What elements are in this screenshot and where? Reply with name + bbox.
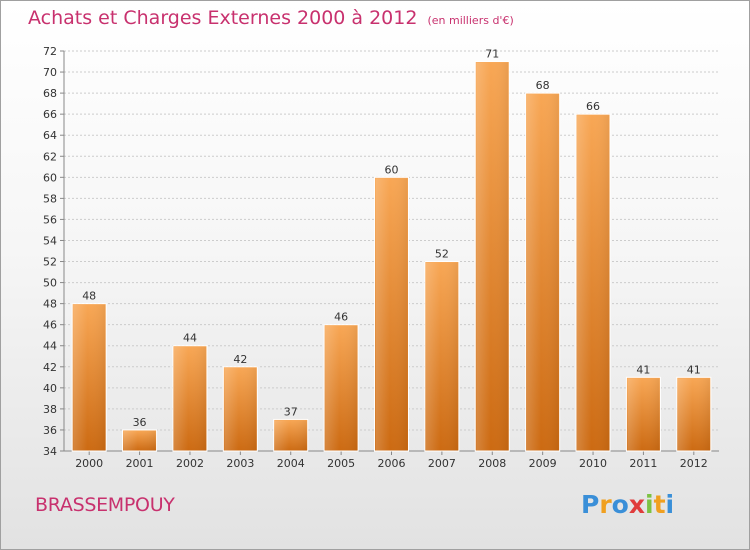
x-tick-label-2002: 2002 xyxy=(176,457,204,470)
bar-shine xyxy=(577,115,610,451)
logo-letter: P xyxy=(581,490,600,519)
y-tick-label: 66 xyxy=(43,108,57,121)
data-label-2006: 60 xyxy=(385,163,399,176)
y-tick-label: 60 xyxy=(43,171,57,184)
chart-unit: (en milliers d'€) xyxy=(427,14,514,27)
bar-shine xyxy=(73,304,106,451)
x-tick-label-2001: 2001 xyxy=(126,457,154,470)
bars xyxy=(71,61,712,452)
bar-shine xyxy=(375,178,408,451)
logo-letter: o xyxy=(611,490,629,519)
y-tick-label: 70 xyxy=(43,66,57,79)
logo-letter: r xyxy=(599,490,612,519)
bar-shine xyxy=(224,367,257,451)
y-tick-label: 40 xyxy=(43,382,57,395)
x-tick-label-2011: 2011 xyxy=(629,457,657,470)
data-label-2009: 68 xyxy=(536,79,550,92)
logo-letter: x xyxy=(628,490,645,519)
y-tick-label: 72 xyxy=(43,45,57,58)
y-tick-label: 48 xyxy=(43,298,57,311)
data-label-2011: 41 xyxy=(636,363,650,376)
x-tick-label-2005: 2005 xyxy=(327,457,355,470)
y-tick-label: 58 xyxy=(43,192,57,205)
x-tick-label-2007: 2007 xyxy=(428,457,456,470)
y-tick-label: 50 xyxy=(43,277,57,290)
data-label-2002: 44 xyxy=(183,332,197,345)
bar-shine xyxy=(123,430,156,451)
x-tick-label-2000: 2000 xyxy=(75,457,103,470)
logo-letter: i xyxy=(665,490,675,519)
bar-shine xyxy=(677,378,710,451)
x-tick-label-2004: 2004 xyxy=(277,457,305,470)
x-tick-label-2012: 2012 xyxy=(680,457,708,470)
bar-shine xyxy=(627,378,660,451)
x-tick-label-2003: 2003 xyxy=(226,457,254,470)
y-tick-label: 56 xyxy=(43,213,57,226)
bar-shine xyxy=(526,94,559,452)
y-tick-label: 52 xyxy=(43,256,57,269)
y-tick-label: 68 xyxy=(43,87,57,100)
x-tick-label-2010: 2010 xyxy=(579,457,607,470)
y-tick-label: 44 xyxy=(43,340,57,353)
y-tick-label: 46 xyxy=(43,319,57,332)
x-tick-label-2009: 2009 xyxy=(529,457,557,470)
data-label-2007: 52 xyxy=(435,248,449,261)
data-label-2012: 41 xyxy=(687,363,701,376)
proxiti-logo[interactable]: Proxiti xyxy=(581,490,674,519)
logo-letter: t xyxy=(653,490,666,519)
data-label-2001: 36 xyxy=(133,416,147,429)
bar-shine xyxy=(325,325,358,451)
bar-shine xyxy=(425,262,458,451)
y-tick-label: 64 xyxy=(43,129,57,142)
x-tick-label-2006: 2006 xyxy=(378,457,406,470)
x-tick-label-2008: 2008 xyxy=(478,457,506,470)
y-tick-label: 54 xyxy=(43,234,57,247)
data-label-2004: 37 xyxy=(284,405,298,418)
y-tick-label: 62 xyxy=(43,150,57,163)
chart-title: Achats et Charges Externes 2000 à 2012 (e… xyxy=(28,7,514,29)
chart-title-text: Achats et Charges Externes 2000 à 2012 xyxy=(28,7,418,29)
y-tick-label: 36 xyxy=(43,424,57,437)
y-tick-label: 42 xyxy=(43,361,57,374)
y-tick-label: 38 xyxy=(43,403,57,416)
commune-name: BRASSEMPOUY xyxy=(35,494,175,516)
logo-letter: i xyxy=(645,490,654,519)
y-tick-label: 34 xyxy=(43,445,57,458)
bar-shine xyxy=(476,62,509,452)
data-label-2010: 66 xyxy=(586,100,600,113)
labels: 34 36 38 40 42 44 46 48 50 52 54 56 58 60 62 64 66 68 70 72… xyxy=(43,45,708,470)
data-label-2000: 48 xyxy=(82,290,96,303)
bar-shine xyxy=(274,420,307,451)
data-label-2003: 42 xyxy=(233,353,247,366)
data-label-2008: 71 xyxy=(485,48,499,61)
bar-shine xyxy=(173,346,206,451)
data-label-2005: 46 xyxy=(334,311,348,324)
